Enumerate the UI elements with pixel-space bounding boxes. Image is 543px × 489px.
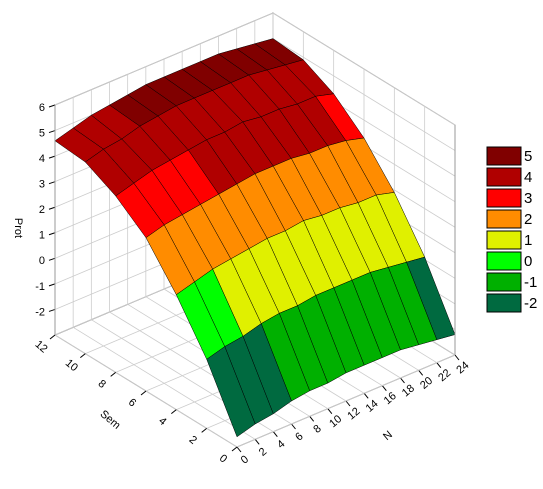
tick-mark — [48, 181, 56, 185]
y-tick-label: 12 — [33, 338, 50, 355]
x-tick-label: 0 — [239, 453, 251, 466]
legend-label: 5 — [524, 148, 532, 165]
x-tick-label: 14 — [364, 398, 381, 415]
z-tick-label: 6 — [39, 102, 45, 114]
legend-swatch — [486, 293, 522, 313]
z-tick-label: 5 — [39, 127, 45, 139]
tick-mark — [48, 130, 56, 134]
tick-mark — [363, 393, 369, 399]
legend-label: -2 — [524, 295, 537, 312]
legend-swatch — [486, 251, 522, 271]
legend-label: 0 — [524, 253, 532, 270]
z-tick-label: 3 — [39, 179, 45, 191]
x-tick-label: 6 — [293, 430, 305, 443]
tick-mark — [327, 408, 333, 414]
legend-swatch — [486, 146, 522, 166]
legend-label: -1 — [524, 274, 537, 291]
y-tick-label: 0 — [217, 452, 229, 465]
tick-mark — [140, 390, 147, 396]
tick-mark — [48, 104, 56, 108]
z-tick-label: -1 — [35, 281, 45, 293]
y-axis-label: Sem — [98, 408, 123, 432]
x-tick-label: 20 — [418, 375, 435, 392]
x-tick-label: 4 — [275, 438, 287, 451]
tick-mark — [231, 446, 238, 452]
z-axis-label: Prot — [12, 218, 24, 238]
legend-label: 3 — [524, 190, 532, 207]
x-tick-label: 16 — [382, 390, 399, 407]
tick-mark — [309, 416, 315, 422]
legend-label: 1 — [524, 232, 532, 249]
x-tick-label: 12 — [345, 405, 362, 422]
tick-mark — [418, 370, 424, 376]
tick-mark — [272, 431, 278, 437]
tick-mark — [381, 385, 387, 391]
tick-mark — [48, 232, 56, 236]
tick-mark — [48, 283, 56, 287]
y-tick-label: 6 — [126, 396, 138, 409]
legend: 5 4 3 2 1 0 -1 -2 — [486, 146, 537, 313]
tick-mark — [436, 362, 442, 368]
tick-mark — [236, 446, 242, 453]
tick-mark — [48, 155, 56, 159]
grid-line — [236, 354, 456, 448]
tick-mark — [49, 334, 56, 340]
tick-mark — [345, 400, 351, 407]
x-tick-label: 18 — [400, 382, 417, 399]
z-tick-label: -2 — [35, 306, 45, 318]
tick-mark — [48, 308, 56, 312]
tick-mark — [110, 371, 116, 377]
x-tick-label: 8 — [311, 423, 323, 436]
y-tick-label: 10 — [63, 357, 80, 374]
x-tick-label: 2 — [257, 446, 269, 459]
legend-swatch — [486, 188, 522, 208]
z-tick-label: 0 — [39, 255, 45, 267]
legend-swatch — [486, 272, 522, 292]
surface-cell — [206, 346, 256, 438]
y-tick-label: 4 — [156, 415, 168, 428]
legend-label: 4 — [524, 169, 532, 186]
tick-mark — [201, 427, 207, 433]
y-tick-label: 8 — [96, 378, 108, 391]
tick-mark — [400, 377, 405, 384]
z-tick-label: 4 — [39, 153, 45, 165]
x-tick-label: 22 — [436, 367, 453, 384]
y-tick-label: 2 — [187, 434, 199, 447]
legend-swatch — [486, 230, 522, 250]
legend-label: 2 — [524, 211, 532, 228]
tick-mark — [291, 423, 296, 430]
x-axis-label: N — [381, 429, 395, 443]
tick-mark — [80, 353, 86, 359]
x-tick-label: 10 — [327, 413, 344, 430]
legend-swatch — [486, 209, 522, 229]
tick-mark — [48, 206, 56, 210]
z-tick-label: 2 — [39, 204, 45, 216]
tick-mark — [48, 257, 56, 261]
legend-swatch — [486, 167, 522, 187]
x-tick-label: 24 — [454, 359, 471, 376]
tick-mark — [254, 439, 260, 445]
z-tick-label: 1 — [39, 230, 45, 242]
tick-mark — [171, 409, 177, 415]
tick-mark — [454, 354, 460, 361]
